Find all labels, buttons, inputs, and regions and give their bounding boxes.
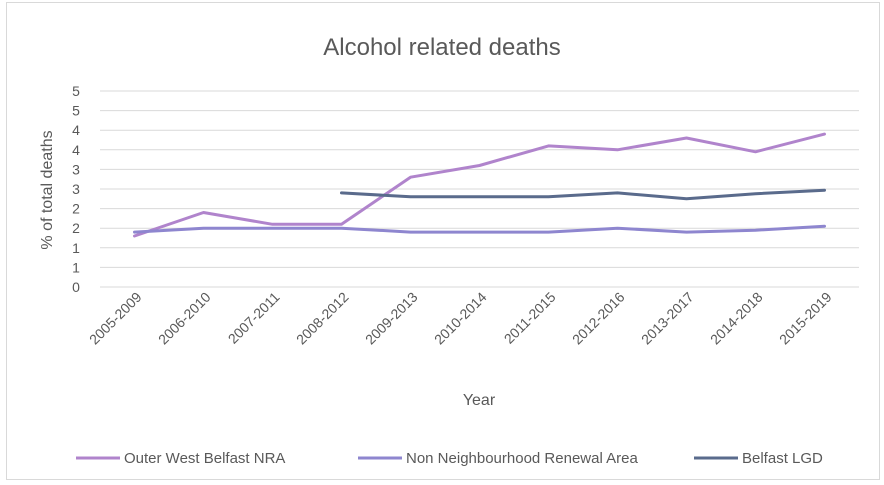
y-tick-label: 1 bbox=[72, 259, 80, 275]
y-tick-label: 1 bbox=[72, 240, 80, 256]
x-tick-label: 2006-2010 bbox=[155, 289, 214, 348]
series-line-1 bbox=[133, 132, 826, 238]
y-tick-label: 2 bbox=[72, 201, 80, 217]
x-tick-label: 2012-2016 bbox=[569, 289, 628, 348]
x-tick-label: 2014-2018 bbox=[707, 289, 766, 348]
y-tick-label: 3 bbox=[72, 181, 80, 197]
x-tick-label: 2011-2015 bbox=[501, 289, 559, 347]
y-tick-label: 5 bbox=[72, 103, 80, 119]
x-tick-label: 2013-2017 bbox=[638, 289, 697, 348]
legend-label: Outer West Belfast NRA bbox=[124, 450, 285, 467]
series-line-2 bbox=[133, 224, 826, 234]
x-tick-label: 2005-2009 bbox=[86, 289, 145, 348]
x-tick-label: 2010-2014 bbox=[431, 289, 490, 348]
x-tick-label: 2009-2013 bbox=[362, 289, 421, 348]
x-tick-label: 2015-2019 bbox=[776, 289, 835, 348]
y-tick-label: 0 bbox=[72, 279, 80, 295]
legend-label: Belfast LGD bbox=[742, 450, 823, 467]
y-tick-label: 4 bbox=[72, 122, 80, 138]
y-tick-label: 5 bbox=[72, 83, 80, 99]
x-tick-label: 2007-2011 bbox=[225, 289, 283, 347]
y-tick-label: 4 bbox=[72, 142, 80, 158]
x-tick-label: 2008-2012 bbox=[293, 289, 352, 348]
y-axis-label: % of total deaths bbox=[39, 130, 56, 249]
legend-label: Non Neighbourhood Renewal Area bbox=[406, 450, 638, 467]
series-line-3 bbox=[340, 188, 826, 201]
chart-frame bbox=[6, 2, 880, 480]
x-axis-label: Year bbox=[463, 392, 496, 409]
y-tick-label: 3 bbox=[72, 161, 80, 177]
chart-title: Alcohol related deaths bbox=[323, 34, 561, 61]
y-tick-label: 2 bbox=[72, 220, 80, 236]
